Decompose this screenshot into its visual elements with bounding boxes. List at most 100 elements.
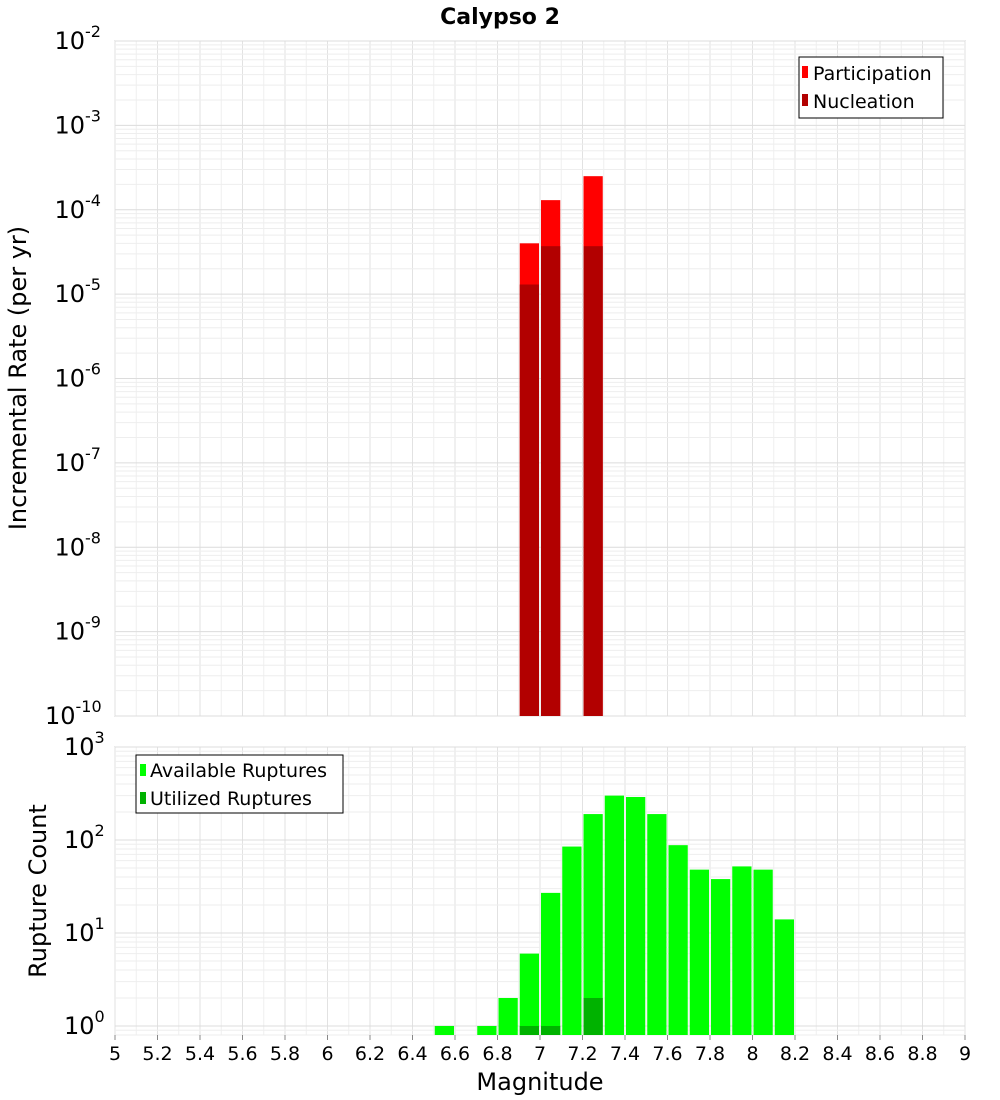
top-y-tick-label: 10 -7 [54, 444, 101, 477]
y-tick-exponent: -4 [85, 191, 101, 210]
bottom-bar-available-ruptures [668, 845, 688, 1035]
bottom-bar-available-ruptures [562, 846, 582, 1035]
bottom-bar-available-ruptures [583, 814, 603, 1035]
x-tick-label: 8 [746, 1043, 758, 1065]
bottom-bar-utilized-ruptures [583, 997, 603, 1035]
bottom-bar-available-ruptures [774, 919, 794, 1035]
legend-swatch-available [140, 764, 146, 776]
bottom-y-tick-label: 10 0 [64, 1007, 105, 1040]
x-tick-label: 8.4 [822, 1043, 852, 1065]
chart-title: Calypso 2 [440, 5, 560, 30]
y-tick-base: 10 [54, 365, 85, 393]
bottom-bar-available-ruptures [626, 796, 646, 1035]
y-tick-exponent: 3 [95, 728, 105, 747]
y-tick-base: 10 [54, 111, 85, 139]
top-bar-nucleation [583, 246, 603, 716]
x-axis-label: Magnitude [476, 1068, 603, 1096]
bottom-bars [434, 795, 794, 1035]
legend-swatch-utilized [140, 792, 146, 804]
bottom-bar-utilized-ruptures [541, 1025, 561, 1035]
top-y-tick-label: 10 -2 [54, 22, 101, 55]
bottom-bar-available-ruptures [604, 795, 624, 1035]
x-tick-label: 8.2 [780, 1043, 810, 1065]
bottom-bar-available-ruptures [753, 869, 773, 1035]
x-tick-label: 7.2 [567, 1043, 597, 1065]
legend-swatch-nucleation [802, 94, 808, 106]
y-tick-base: 10 [45, 702, 76, 730]
x-tick-label: 6.6 [440, 1043, 470, 1065]
bottom-bar-available-ruptures [732, 866, 752, 1035]
x-tick-label: 7 [534, 1043, 546, 1065]
x-ticks: 5 5.2 5.4 5.6 5.8 6 6.2 6.4 6.6 6.8 7 7.2 7.4 7.6 7.8 8… [109, 1035, 971, 1065]
bottom-y-tick-label: 10 1 [64, 914, 105, 947]
x-tick-label: 9 [959, 1043, 971, 1065]
top-bars [519, 176, 603, 717]
legend-label-utilized: Utilized Ruptures [150, 788, 312, 810]
top-legend-box [798, 56, 944, 119]
legend-label-participation: Participation [813, 63, 932, 85]
top-y-tick-label: 10 -5 [54, 275, 101, 308]
bottom-bar-available-ruptures [498, 997, 518, 1035]
bottom-legend-box [135, 754, 344, 814]
y-tick-base: 10 [64, 1012, 95, 1040]
top-bar-nucleation [519, 284, 539, 716]
x-tick-label: 7.8 [695, 1043, 725, 1065]
legend-label-nucleation: Nucleation [813, 91, 915, 113]
y-tick-base: 10 [64, 733, 95, 761]
top-grid [114, 40, 966, 717]
bottom-bar-utilized-ruptures [519, 1025, 539, 1035]
y-tick-exponent: 1 [95, 914, 105, 933]
x-tick-label: 5.4 [185, 1043, 215, 1065]
x-tick-label: 6.2 [355, 1043, 385, 1065]
y-tick-exponent: 0 [95, 1007, 105, 1026]
x-tick-label: 5 [109, 1043, 121, 1065]
y-tick-exponent: -6 [85, 360, 101, 379]
bottom-bar-available-ruptures [519, 953, 539, 1035]
x-tick-label: 6.4 [397, 1043, 427, 1065]
bottom-bar-available-ruptures [434, 1025, 454, 1035]
y-tick-base: 10 [64, 826, 95, 854]
bottom-legend: Available Ruptures Utilized Ruptures [135, 754, 344, 814]
top-y-tick-label: 10 -10 [45, 697, 102, 730]
bottom-y-tick-label: 10 2 [64, 821, 105, 854]
y-tick-exponent: 2 [95, 821, 105, 840]
y-tick-exponent: -3 [85, 106, 101, 125]
top-y-tick-label: 10 -9 [54, 613, 101, 646]
y-tick-base: 10 [54, 280, 85, 308]
x-tick-label: 5.6 [227, 1043, 257, 1065]
bottom-grid [114, 746, 966, 1036]
bottom-y-axis-label: Rupture Count [24, 804, 52, 978]
legend-swatch-participation [802, 66, 808, 78]
bottom-bar-available-ruptures [477, 1025, 497, 1035]
x-tick-label: 5.2 [142, 1043, 172, 1065]
top-y-tick-label: 10 -3 [54, 106, 101, 139]
legend-label-available: Available Ruptures [150, 760, 327, 782]
y-tick-exponent: -10 [76, 697, 102, 716]
y-tick-base: 10 [54, 618, 85, 646]
x-tick-label: 6 [321, 1043, 333, 1065]
bottom-bar-available-ruptures [711, 879, 731, 1035]
y-tick-base: 10 [54, 533, 85, 561]
y-tick-base: 10 [54, 196, 85, 224]
x-tick-label: 7.6 [652, 1043, 682, 1065]
y-tick-exponent: -7 [85, 444, 101, 463]
bottom-bar-available-ruptures [541, 892, 561, 1035]
bottom-y-tick-label: 10 3 [64, 728, 105, 761]
y-tick-exponent: -8 [85, 528, 101, 547]
bottom-bar-available-ruptures [689, 869, 709, 1035]
top-y-tick-label: 10 -6 [54, 360, 101, 393]
x-tick-label: 5.8 [270, 1043, 300, 1065]
y-tick-exponent: -5 [85, 275, 101, 294]
y-tick-base: 10 [54, 27, 85, 55]
top-y-axis-label: Incremental Rate (per yr) [4, 226, 32, 530]
top-y-tick-label: 10 -4 [54, 191, 101, 224]
y-tick-base: 10 [64, 919, 95, 947]
top-y-tick-label: 10 -8 [54, 528, 101, 561]
x-tick-label: 8.6 [865, 1043, 895, 1065]
x-tick-label: 7.4 [610, 1043, 640, 1065]
